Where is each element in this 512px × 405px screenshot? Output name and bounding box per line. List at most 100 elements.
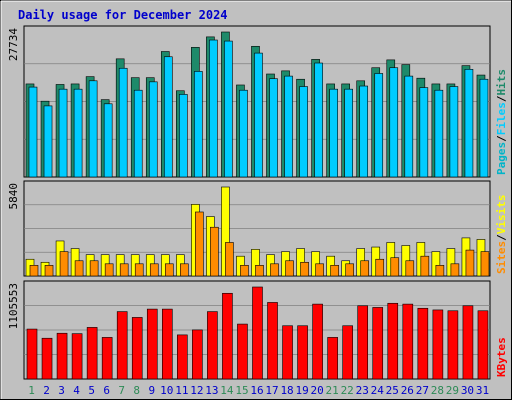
bar-sites-day-30 <box>465 249 475 277</box>
bar-files-day-10 <box>163 56 173 178</box>
x-tick-label-day-12: 12 <box>190 384 203 397</box>
x-tick-label-day-20: 20 <box>311 384 324 397</box>
bar-files-day-5 <box>88 80 98 178</box>
bar-kbytes-day-28 <box>432 309 444 380</box>
bar-files-day-7 <box>118 67 128 178</box>
legend-separator: / <box>495 95 508 102</box>
bar-kbytes-day-3 <box>56 332 68 380</box>
bar-kbytes-day-14 <box>222 292 233 380</box>
x-tick-label-day-5: 5 <box>88 384 95 397</box>
bar-files-day-28 <box>434 89 444 178</box>
bar-sites-day-13 <box>210 226 219 277</box>
x-tick-label-day-29: 29 <box>446 384 459 397</box>
bar-sites-day-21 <box>330 265 339 277</box>
bar-sites-day-19 <box>300 261 309 277</box>
panel-middle: 5840 Sites/Visits <box>7 180 508 277</box>
bar-files-day-23 <box>359 85 369 178</box>
bar-files-day-29 <box>449 86 459 178</box>
bar-sites-day-1 <box>29 265 39 277</box>
bar-kbytes-day-17 <box>267 302 278 380</box>
x-tick-label-day-6: 6 <box>103 384 110 397</box>
bar-files-day-9 <box>148 81 158 178</box>
panel-top-max-label: 27734 <box>7 28 20 61</box>
bar-kbytes-day-11 <box>177 334 188 380</box>
panel-bottom-legend: KBytes <box>495 337 508 377</box>
x-tick-label-day-10: 10 <box>160 384 173 397</box>
bar-files-day-2 <box>43 105 53 178</box>
bar-files-day-25 <box>389 67 399 178</box>
x-tick-label-day-1: 1 <box>28 384 35 397</box>
bar-kbytes-day-21 <box>327 337 338 380</box>
bar-sites-day-27 <box>420 255 430 277</box>
bar-sites-day-18 <box>285 260 294 277</box>
bar-kbytes-day-12 <box>192 329 203 380</box>
bar-kbytes-day-26 <box>402 303 414 380</box>
bar-kbytes-day-29 <box>447 310 459 380</box>
x-tick-label-day-25: 25 <box>386 384 399 397</box>
panel-middle-max-label: 5840 <box>7 183 20 210</box>
bar-kbytes-day-19 <box>297 325 308 380</box>
bar-kbytes-day-22 <box>342 325 353 380</box>
bar-kbytes-day-20 <box>312 303 323 380</box>
bar-kbytes-day-7 <box>116 311 128 380</box>
x-tick-label-day-4: 4 <box>73 384 80 397</box>
bar-sites-day-7 <box>119 263 129 277</box>
bar-kbytes-day-1 <box>26 328 38 380</box>
x-tick-label-day-24: 24 <box>371 384 385 397</box>
bar-files-day-3 <box>58 88 68 178</box>
bar-files-day-30 <box>464 68 474 178</box>
bar-sites-day-24 <box>375 258 385 277</box>
bar-files-day-27 <box>419 87 429 178</box>
legend-files: Files <box>495 102 508 135</box>
bar-sites-day-6 <box>104 263 114 277</box>
bar-kbytes-day-16 <box>252 286 263 380</box>
x-tick-label-day-8: 8 <box>133 384 140 397</box>
bar-sites-day-4 <box>74 260 84 277</box>
bar-kbytes-day-10 <box>161 308 173 380</box>
legend-sites: Sites <box>495 241 508 274</box>
legend-hits: Hits <box>495 69 508 96</box>
x-tick-label-day-21: 21 <box>326 384 339 397</box>
bar-files-day-11 <box>179 94 188 178</box>
chart-title: Daily usage for December 2024 <box>18 8 228 22</box>
bar-files-day-16 <box>254 52 263 178</box>
bar-sites-day-14 <box>225 242 234 277</box>
bar-files-day-14 <box>224 40 233 178</box>
bar-sites-day-26 <box>405 260 415 277</box>
x-tick-label-day-18: 18 <box>280 384 293 397</box>
legend-kbytes: KBytes <box>495 337 508 377</box>
x-tick-label-day-11: 11 <box>175 384 188 397</box>
bar-files-day-4 <box>73 88 83 178</box>
legend-separator: / <box>495 234 508 241</box>
bar-sites-day-23 <box>360 260 370 277</box>
bar-files-day-6 <box>103 103 113 178</box>
x-tick-label-day-17: 17 <box>265 384 278 397</box>
bar-sites-day-31 <box>480 251 490 277</box>
bar-kbytes-day-30 <box>462 305 474 380</box>
bar-sites-day-20 <box>315 263 324 277</box>
bar-kbytes-day-23 <box>357 305 369 380</box>
x-tick-label-day-15: 15 <box>235 384 248 397</box>
x-tick-label-day-27: 27 <box>416 384 429 397</box>
bar-files-day-12 <box>194 71 203 178</box>
x-tick-label-day-14: 14 <box>220 384 234 397</box>
bar-kbytes-day-6 <box>101 337 113 380</box>
bar-files-day-1 <box>28 86 38 178</box>
bar-sites-day-17 <box>270 263 279 277</box>
x-tick-label-day-26: 26 <box>401 384 414 397</box>
bar-kbytes-day-5 <box>86 327 98 380</box>
bar-files-day-26 <box>404 75 414 178</box>
x-axis-labels: 1 2 3 4 5 6 7 8 9 10 11 12 13 14 15 16 17 18 19 20 21 22 23 24 2… <box>28 384 489 397</box>
x-tick-label-day-9: 9 <box>148 384 155 397</box>
bar-kbytes-day-2 <box>41 337 53 380</box>
bar-kbytes-day-18 <box>282 325 293 380</box>
bar-sites-day-5 <box>89 260 99 277</box>
bar-files-day-24 <box>374 73 384 178</box>
bar-sites-day-15 <box>240 265 249 277</box>
bar-files-day-19 <box>299 86 308 178</box>
bar-sites-day-10 <box>164 263 174 277</box>
bar-files-day-20 <box>314 62 323 178</box>
